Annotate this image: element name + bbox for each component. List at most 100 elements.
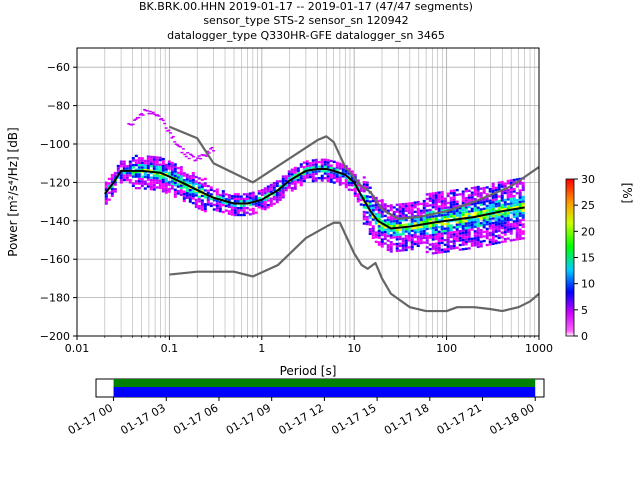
histogram-cell [473, 244, 477, 247]
histogram-cell [431, 236, 435, 239]
histogram-cell [461, 225, 465, 228]
histogram-cell [107, 184, 111, 187]
histogram-cell [275, 191, 279, 195]
histogram-cell [371, 206, 375, 210]
x-tick-label: 1000 [525, 342, 553, 355]
histogram-cell [506, 191, 510, 194]
histogram-cell [479, 199, 483, 202]
histogram-cell [242, 211, 246, 214]
histogram-cell [227, 194, 231, 197]
histogram-cell [251, 198, 255, 201]
histogram-cell [434, 247, 438, 250]
histogram-cell [389, 224, 393, 228]
histogram-cell [221, 201, 225, 204]
histogram-cell [395, 233, 399, 236]
histogram-cell [332, 167, 336, 170]
histogram-cell [308, 171, 312, 174]
histogram-cell [500, 224, 504, 227]
histogram-cell [167, 181, 171, 184]
histogram-cell [446, 236, 450, 239]
histogram-cell [107, 191, 111, 194]
histogram-cell [440, 241, 444, 245]
histogram-cell [206, 203, 210, 206]
histogram-cell [233, 209, 237, 212]
coverage-tick-label: 01-17 21 [435, 401, 484, 437]
histogram-cell [464, 233, 468, 237]
histogram-cell [152, 165, 156, 168]
histogram-cell [464, 247, 468, 250]
histogram-cell [341, 168, 345, 171]
histogram-cell [233, 193, 237, 196]
histogram-cell [437, 207, 441, 210]
histogram-cell [446, 192, 450, 195]
histogram-cell [428, 211, 432, 214]
histogram-cell [464, 199, 468, 202]
histogram-cell [356, 193, 360, 196]
histogram-cell [215, 206, 219, 210]
histogram-cell [428, 220, 432, 223]
histogram-cell [173, 174, 177, 178]
histogram-cell [473, 239, 477, 242]
histogram-cell [326, 161, 330, 164]
histogram-cell [257, 192, 261, 195]
histogram-cell [191, 176, 195, 179]
histogram-cell [155, 179, 159, 182]
histogram-cell [512, 199, 516, 202]
histogram-cell [215, 193, 219, 196]
histogram-cell [503, 212, 507, 215]
histogram-cell [506, 228, 510, 231]
histogram-cell [167, 174, 171, 177]
histogram-cell [353, 194, 357, 197]
histogram-cell [422, 236, 426, 240]
histogram-cell [428, 234, 432, 237]
histogram-cell [251, 193, 255, 197]
histogram-cell [251, 203, 255, 206]
histogram-cell [365, 199, 369, 203]
histogram-cell [296, 169, 300, 172]
histogram-cell [185, 192, 189, 195]
histogram-cell [149, 176, 153, 179]
histogram-cell [413, 236, 417, 239]
histogram-cell [161, 171, 165, 175]
histogram-cell [185, 196, 189, 199]
histogram-cell [317, 170, 321, 173]
histogram-cell [365, 195, 369, 198]
histogram-cell [212, 208, 216, 211]
histogram-cell [458, 239, 462, 242]
histogram-cell [491, 208, 495, 211]
histogram-cell [197, 188, 201, 192]
histogram-cell [437, 209, 441, 213]
histogram-cell [476, 229, 480, 232]
histogram-cell [425, 225, 429, 228]
histogram-cell [380, 219, 384, 223]
histogram-cell [494, 189, 498, 192]
histogram-cell [179, 168, 183, 171]
histogram-cell [320, 179, 324, 182]
histogram-cell [410, 234, 414, 237]
histogram-cell [368, 232, 372, 235]
histogram-cell [467, 247, 471, 250]
histogram-cell [488, 204, 492, 207]
histogram-cell [143, 164, 147, 167]
histogram-cell [146, 183, 150, 186]
histogram-cell [464, 243, 468, 246]
histogram-cell [470, 207, 474, 210]
histogram-cell [164, 191, 168, 194]
histogram-cell [116, 176, 120, 179]
histogram-cell [305, 164, 309, 168]
histogram-cell [449, 228, 453, 232]
histogram-cell [377, 211, 381, 214]
histogram-cell [368, 200, 372, 203]
histogram-cell [170, 168, 174, 172]
histogram-cell [452, 247, 456, 250]
histogram-cell [422, 232, 426, 235]
histogram-cell [404, 218, 408, 222]
histogram-cell [521, 225, 525, 228]
histogram-cell [431, 194, 435, 197]
histogram-cell [181, 148, 185, 150]
histogram-cell [173, 188, 177, 191]
histogram-cell [356, 195, 360, 198]
histogram-cell [425, 241, 429, 244]
histogram-cell [380, 224, 384, 227]
